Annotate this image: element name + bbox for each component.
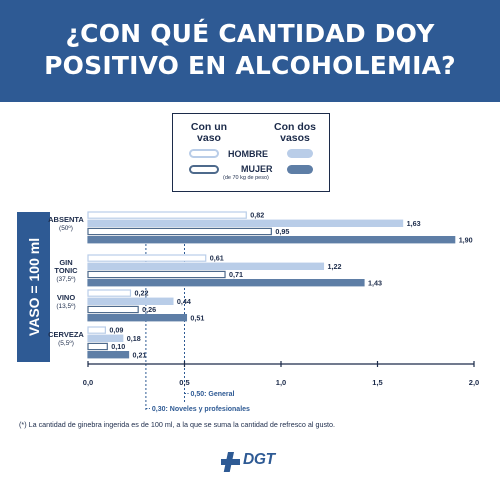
glass-size-band: VASO = 100 ml <box>17 212 50 362</box>
data-label: 1,43 <box>368 278 382 287</box>
category-sublabel: (13,5º) <box>56 303 75 310</box>
bar <box>87 342 108 351</box>
data-label: 0,26 <box>142 305 156 314</box>
data-label: 0,71 <box>229 270 243 279</box>
legend-two-glasses-heading: Con dos vasos <box>274 121 316 144</box>
data-label: 0,82 <box>250 211 264 220</box>
bar <box>87 334 124 343</box>
category-label: TONIC <box>54 266 78 275</box>
bar <box>87 314 188 322</box>
data-label: 0,61 <box>210 254 224 263</box>
data-label: 1,22 <box>327 262 341 271</box>
legend-woman-two-glasses-swatch <box>287 165 313 174</box>
x-tick-label: 0,0 <box>83 378 93 387</box>
data-label: 0,21 <box>133 350 147 359</box>
data-label: 0,51 <box>190 313 204 322</box>
reference-line-label: 0,30: Noveles y profesionales <box>152 406 250 413</box>
bar <box>87 236 456 244</box>
x-tick-label: 1,0 <box>276 378 286 387</box>
category-label: ABSENTA <box>48 215 84 224</box>
x-tick-label: 0,5 <box>179 378 189 387</box>
data-label: 0,10 <box>111 342 125 351</box>
data-label: 1,63 <box>407 219 421 228</box>
header-banner: ¿CON QUÉ CANTIDAD DOY POSITIVO EN ALCOHO… <box>0 0 500 102</box>
category-label: CERVEZA <box>48 330 84 339</box>
legend-man-two-glasses-swatch <box>287 149 313 158</box>
legend-woman-one-glass-swatch <box>189 165 219 174</box>
data-label: 0,44 <box>177 297 191 306</box>
data-label: 0,22 <box>134 289 148 298</box>
bar <box>87 254 207 262</box>
footnote: (*) La cantidad de ginebra ingerida es d… <box>19 420 336 429</box>
legend-one-glass-heading: Con un vaso <box>190 121 228 144</box>
dgt-logo-icon <box>221 452 240 472</box>
dgt-logo: DGT <box>221 451 283 473</box>
x-tick-label: 2,0 <box>469 378 479 387</box>
title-line-2: POSITIVO EN ALCOHOLEMIA? <box>44 51 456 80</box>
bar <box>87 326 106 334</box>
legend-man-label: HOMBRE <box>228 149 268 159</box>
bar <box>87 351 130 359</box>
legend: Con un vaso Con dos vasos HOMBRE MUJER (… <box>172 113 330 192</box>
data-label: 0,09 <box>109 326 123 335</box>
legend-woman-label: MUJER <box>241 164 273 174</box>
legend-weight-note: (de 70 kg de peso) <box>223 175 269 181</box>
bar <box>87 289 132 297</box>
data-label: 1,90 <box>459 235 473 244</box>
bar <box>87 211 247 219</box>
x-tick-label: 1,5 <box>372 378 382 387</box>
bar <box>87 305 139 314</box>
bar <box>87 262 325 271</box>
title-line-1: ¿CON QUÉ CANTIDAD DOY <box>65 19 435 48</box>
category-label: GIN <box>59 258 72 267</box>
data-label: 0,18 <box>127 334 141 343</box>
data-label: 0,95 <box>275 227 289 236</box>
category-label: VINO <box>57 293 76 302</box>
category-sublabel: (50º) <box>59 225 73 232</box>
bar <box>87 270 226 279</box>
bar <box>87 297 174 306</box>
bar <box>87 227 272 236</box>
category-sublabel: (5,5º) <box>58 340 74 347</box>
reference-line-label: 0,50: General <box>191 391 235 398</box>
dgt-logo-text: DGT <box>243 451 275 468</box>
category-sublabel: (37,5º) <box>56 276 75 283</box>
bar <box>87 279 365 287</box>
page-title: ¿CON QUÉ CANTIDAD DOY POSITIVO EN ALCOHO… <box>0 18 500 82</box>
legend-man-one-glass-swatch <box>189 149 219 158</box>
bar <box>87 219 404 227</box>
